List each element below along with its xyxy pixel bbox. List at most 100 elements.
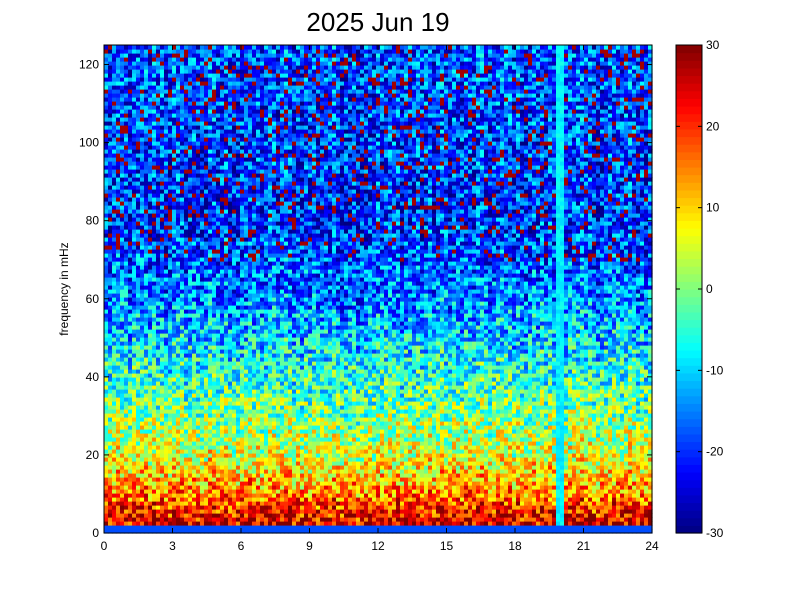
heatmap-cell <box>176 217 181 222</box>
heatmap-cell <box>200 337 205 342</box>
heatmap-cell <box>244 497 249 502</box>
heatmap-cell <box>192 209 197 214</box>
heatmap-cell <box>136 129 141 134</box>
heatmap-cell <box>204 177 209 182</box>
heatmap-cell <box>168 401 173 406</box>
heatmap-cell <box>148 397 153 402</box>
heatmap-cell <box>260 201 265 206</box>
heatmap-cell <box>172 361 177 366</box>
heatmap-cell <box>192 217 197 222</box>
heatmap-cell <box>188 273 193 278</box>
heatmap-cell <box>216 309 221 314</box>
heatmap-cell <box>156 481 161 486</box>
heatmap-cell <box>140 241 145 246</box>
heatmap-cell <box>228 525 233 530</box>
heatmap-cell <box>260 261 265 266</box>
heatmap-cell <box>252 433 257 438</box>
heatmap-cell <box>136 97 141 102</box>
heatmap-cell <box>260 157 265 162</box>
heatmap-cell <box>252 81 257 86</box>
heatmap-cell <box>168 521 173 526</box>
heatmap-cell <box>228 465 233 470</box>
heatmap-cell <box>216 373 221 378</box>
heatmap-cell <box>120 525 125 530</box>
heatmap-cell <box>212 117 217 122</box>
heatmap-cell <box>124 469 129 474</box>
heatmap-cell <box>264 133 269 138</box>
heatmap-cell <box>128 113 133 118</box>
heatmap-cell <box>104 49 109 54</box>
heatmap-cell <box>164 109 169 114</box>
heatmap-cell <box>136 249 141 254</box>
heatmap-cell <box>224 501 229 506</box>
heatmap-cell <box>148 101 153 106</box>
heatmap-cell <box>192 489 197 494</box>
heatmap-cell <box>264 389 269 394</box>
heatmap-cell <box>224 189 229 194</box>
heatmap-cell <box>256 277 261 282</box>
heatmap-cell <box>260 245 265 250</box>
heatmap-cell <box>208 77 213 82</box>
heatmap-cell <box>128 129 133 134</box>
heatmap-cell <box>116 417 121 422</box>
heatmap-cell <box>140 273 145 278</box>
heatmap-cell <box>120 169 125 174</box>
heatmap-cell <box>112 89 117 94</box>
heatmap-cell <box>132 317 137 322</box>
heatmap-cell <box>184 497 189 502</box>
heatmap-cell <box>176 169 181 174</box>
heatmap-cell <box>132 437 137 442</box>
heatmap-cell <box>136 109 141 114</box>
heatmap-cell <box>188 501 193 506</box>
heatmap-cell <box>204 461 209 466</box>
heatmap-cell <box>120 397 125 402</box>
heatmap-cell <box>220 101 225 106</box>
heatmap-cell <box>224 341 229 346</box>
heatmap-cell <box>188 369 193 374</box>
heatmap-cell <box>232 457 237 462</box>
heatmap-cell <box>248 81 253 86</box>
heatmap-cell <box>112 321 117 326</box>
heatmap-cell <box>252 201 257 206</box>
heatmap-cell <box>248 145 253 150</box>
heatmap-cell <box>140 433 145 438</box>
heatmap-cell <box>232 117 237 122</box>
heatmap-cell <box>144 429 149 434</box>
heatmap-cell <box>148 409 153 414</box>
heatmap-cell <box>124 233 129 238</box>
heatmap-cell <box>128 229 133 234</box>
heatmap-cell <box>224 157 229 162</box>
heatmap-cell <box>116 141 121 146</box>
heatmap-cell <box>220 209 225 214</box>
heatmap-cell <box>196 465 201 470</box>
heatmap-cell <box>232 297 237 302</box>
heatmap-cell <box>152 45 157 50</box>
heatmap-cell <box>264 297 269 302</box>
heatmap-cell <box>236 425 241 430</box>
heatmap-cell <box>108 449 113 454</box>
heatmap-cell <box>128 289 133 294</box>
heatmap-cell <box>124 165 129 170</box>
heatmap-cell <box>152 433 157 438</box>
heatmap-cell <box>120 165 125 170</box>
heatmap-cell <box>164 89 169 94</box>
heatmap-cell <box>240 209 245 214</box>
heatmap-cell <box>132 161 137 166</box>
heatmap-cell <box>144 89 149 94</box>
heatmap-cell <box>252 109 257 114</box>
heatmap-cell <box>156 97 161 102</box>
heatmap-cell <box>128 501 133 506</box>
heatmap-cell <box>164 333 169 338</box>
heatmap-cell <box>204 253 209 258</box>
heatmap-cell <box>224 373 229 378</box>
heatmap-cell <box>240 225 245 230</box>
heatmap-cell <box>220 445 225 450</box>
heatmap-cell <box>124 429 129 434</box>
heatmap-cell <box>264 469 269 474</box>
heatmap-cell <box>244 401 249 406</box>
heatmap-cell <box>124 297 129 302</box>
heatmap-cell <box>204 421 209 426</box>
heatmap-cell <box>160 133 165 138</box>
heatmap-cell <box>216 421 221 426</box>
heatmap-cell <box>256 205 261 210</box>
